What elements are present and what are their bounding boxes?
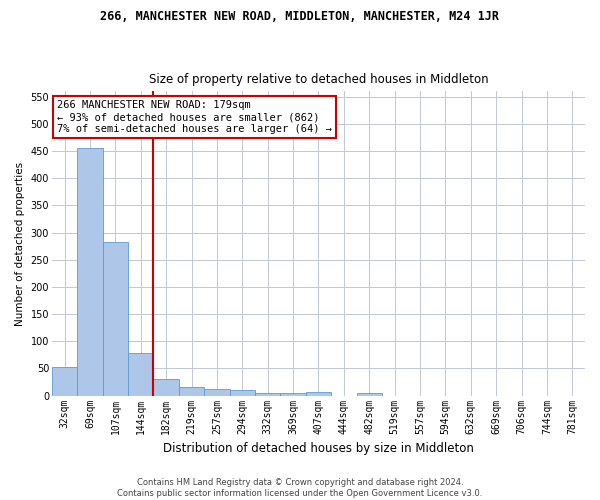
Bar xyxy=(77,148,103,396)
Bar xyxy=(356,393,382,396)
Text: Contains HM Land Registry data © Crown copyright and database right 2024.
Contai: Contains HM Land Registry data © Crown c… xyxy=(118,478,482,498)
Text: 266 MANCHESTER NEW ROAD: 179sqm
← 93% of detached houses are smaller (862)
7% of: 266 MANCHESTER NEW ROAD: 179sqm ← 93% of… xyxy=(57,100,332,134)
Bar xyxy=(280,393,306,396)
Bar xyxy=(204,388,230,396)
Y-axis label: Number of detached properties: Number of detached properties xyxy=(15,162,25,326)
Bar xyxy=(230,390,255,396)
Bar xyxy=(255,393,280,396)
Title: Size of property relative to detached houses in Middleton: Size of property relative to detached ho… xyxy=(149,73,488,86)
Bar xyxy=(52,368,77,396)
Bar xyxy=(306,392,331,396)
Bar xyxy=(103,242,128,396)
X-axis label: Distribution of detached houses by size in Middleton: Distribution of detached houses by size … xyxy=(163,442,474,455)
Bar xyxy=(179,388,204,396)
Bar xyxy=(154,380,179,396)
Text: 266, MANCHESTER NEW ROAD, MIDDLETON, MANCHESTER, M24 1JR: 266, MANCHESTER NEW ROAD, MIDDLETON, MAN… xyxy=(101,10,499,23)
Bar xyxy=(128,354,154,396)
